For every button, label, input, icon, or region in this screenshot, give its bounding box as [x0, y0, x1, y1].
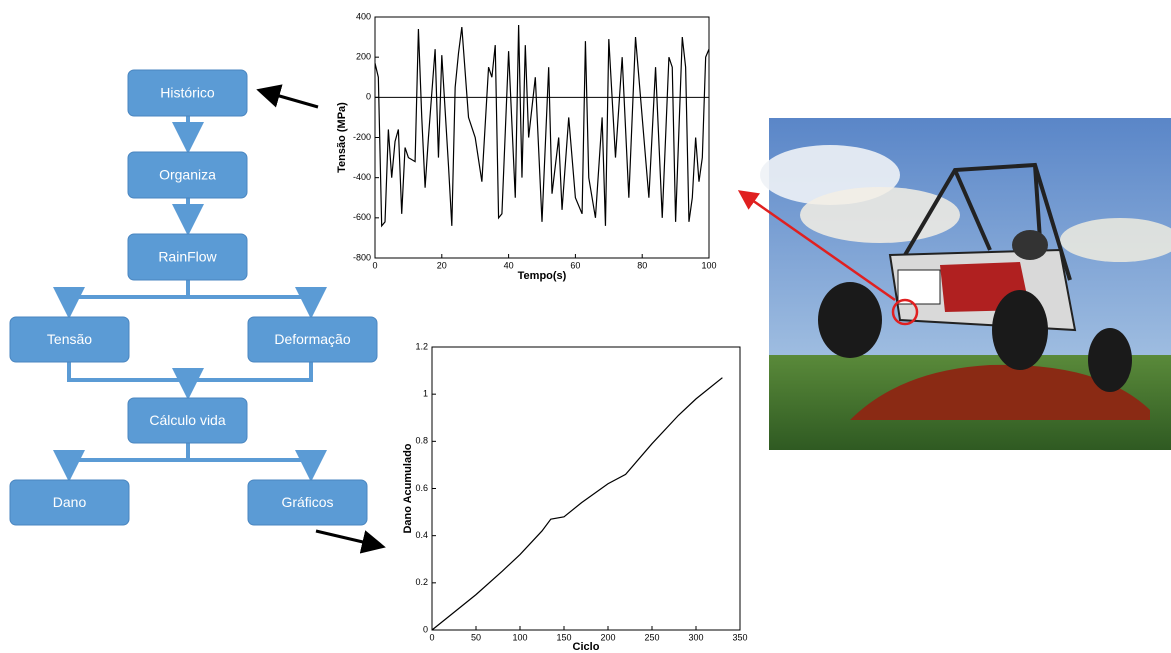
flowchart: Histórico Organiza RainFlow Tensão Deformaçã… — [9, 69, 378, 526]
x-axis-label: Tempo(s) — [518, 270, 567, 282]
connectors — [53, 116, 327, 482]
flow-node-label: Cálculo vida — [149, 412, 225, 428]
flow-node — [127, 233, 248, 281]
data-line — [374, 25, 710, 228]
y-tick-label: 0 — [366, 92, 371, 102]
flow-node — [9, 479, 130, 526]
y-tick-label: 1.2 — [415, 341, 428, 351]
flow-node — [247, 479, 368, 526]
x-tick-label: 300 — [688, 632, 703, 642]
data-line — [431, 377, 723, 631]
y-axis-label: Dano Acumulado — [402, 443, 414, 533]
flow-node-label: Deformação — [274, 331, 350, 347]
y-tick-label: 0.6 — [415, 483, 428, 493]
x-tick-label: 100 — [512, 632, 527, 642]
arrow — [256, 84, 319, 109]
flow-node — [9, 316, 130, 363]
x-tick-label: 40 — [504, 260, 514, 270]
flow-node-label: Tensão — [47, 331, 92, 347]
y-tick-label: 0 — [423, 624, 428, 634]
y-tick-label: 0.2 — [415, 577, 428, 587]
flow-node — [247, 316, 378, 363]
x-tick-label: 100 — [701, 260, 716, 270]
highlight-circle — [891, 298, 919, 326]
plot-frame — [431, 346, 741, 631]
y-tick-label: 200 — [356, 52, 371, 62]
flow-node — [127, 151, 248, 199]
x-tick-label: 50 — [471, 632, 481, 642]
y-tick-label: -600 — [353, 212, 371, 222]
y-tick-label: -800 — [353, 252, 371, 262]
x-tick-label: 250 — [644, 632, 659, 642]
y-tick-label: 0.8 — [415, 436, 428, 446]
photo — [760, 118, 1171, 450]
arrow — [315, 529, 386, 554]
flow-node-label: Gráficos — [281, 494, 333, 510]
flow-node-label: Histórico — [160, 85, 215, 101]
x-tick-label: 60 — [570, 260, 580, 270]
y-tick-label: 1 — [423, 389, 428, 399]
x-tick-label: 150 — [556, 632, 571, 642]
y-tick-label: 0.4 — [415, 530, 428, 540]
x-tick-label: 0 — [372, 260, 377, 270]
x-axis-label: Ciclo — [573, 641, 600, 653]
arrow — [737, 190, 896, 302]
x-tick-label: 80 — [637, 260, 647, 270]
y-tick-label: -200 — [353, 132, 371, 142]
y-tick-label: -400 — [353, 172, 371, 182]
flow-node-label: Dano — [53, 494, 87, 510]
flow-node — [127, 69, 248, 117]
flow-node — [127, 397, 248, 444]
flow-node-label: Organiza — [159, 167, 216, 183]
x-tick-label: 20 — [437, 260, 447, 270]
flow-node-label: RainFlow — [158, 249, 217, 265]
y-axis-label: Tensão (MPa) — [336, 102, 348, 173]
y-tick-label: 400 — [356, 11, 371, 21]
x-tick-label: 0 — [429, 632, 434, 642]
x-tick-label: 350 — [732, 632, 747, 642]
x-tick-label: 200 — [600, 632, 615, 642]
